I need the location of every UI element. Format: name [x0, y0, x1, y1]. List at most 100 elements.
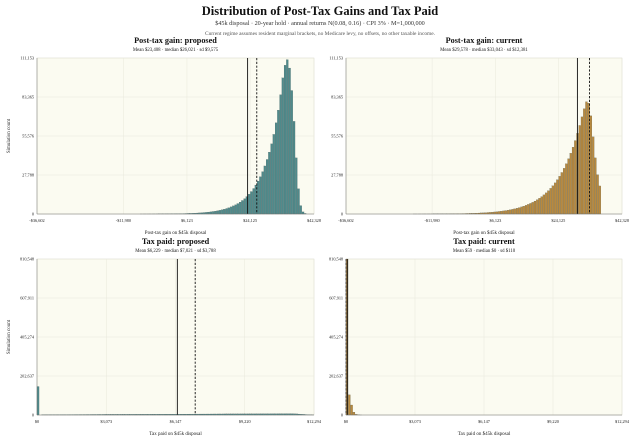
histogram-bar	[268, 152, 271, 215]
panel-title: Tax paid: current	[453, 237, 515, 246]
histogram-bar	[520, 206, 523, 215]
histogram-bar	[243, 198, 246, 215]
histogram-bar	[234, 204, 237, 215]
x-tick-label: -$11,980	[424, 218, 439, 224]
x-tick-label: $12,294	[307, 419, 322, 425]
panel-post-tax-gain-proposed: 0 27,788 55,576 83,365 111,153 -$36,602 -$11,9…	[7, 36, 321, 236]
histogram-bar	[498, 211, 501, 215]
x-tick-label: $6,123	[181, 218, 193, 224]
histogram-bar	[547, 190, 550, 215]
x-axis-label: Tax paid on $45k disposal	[458, 432, 511, 437]
histogram-bar	[290, 90, 293, 215]
histogram-bar	[348, 394, 351, 416]
x-tick-label: $42,328	[307, 218, 321, 224]
y-tick-label: 55,576	[331, 134, 344, 140]
histogram-bar	[350, 404, 353, 416]
histogram-bar	[504, 210, 507, 215]
histogram-bar	[216, 210, 219, 215]
histogram-bar	[36, 386, 40, 416]
panel-tax-paid-current: 0 202,637 405,274 607,911 810,548 $0 $3,073 $6,…	[329, 237, 630, 437]
x-axis-label: Post-tax gain on $45k disposal	[145, 231, 207, 236]
histogram-bar	[261, 171, 264, 215]
histogram-bar	[549, 188, 552, 215]
histogram-bar	[558, 176, 561, 215]
histogram-bar	[299, 205, 302, 215]
histogram-bar	[524, 205, 528, 215]
y-tick-label: 0	[341, 212, 343, 217]
x-axis-label: Tax paid on $45k disposal	[149, 432, 202, 437]
figure-subtitle: $45k disposal · 20-year hold · annual re…	[215, 20, 425, 27]
histogram-bar	[522, 206, 525, 215]
histogram-bar	[598, 185, 601, 215]
panel-post-tax-gain-current: 0 27,788 55,576 83,365 111,153 -$36,602 -$11,9…	[329, 36, 629, 236]
histogram-bar	[275, 122, 278, 215]
x-tick-label: -$36,602	[338, 218, 353, 224]
histogram-bar	[542, 194, 546, 215]
y-tick-label: 607,911	[329, 296, 343, 302]
y-tick-label: 202,637	[329, 374, 344, 380]
histogram-bar	[286, 59, 289, 215]
histogram-bar	[225, 208, 228, 215]
histogram-bar	[594, 157, 597, 215]
histogram-bar	[266, 159, 269, 215]
histogram-bar	[281, 77, 284, 215]
histogram-bar	[511, 209, 514, 215]
histogram-bar	[259, 176, 262, 215]
histogram-bar	[565, 163, 568, 215]
histogram-bar	[221, 209, 224, 215]
histogram-bar	[250, 191, 253, 215]
histogram-bar	[507, 210, 510, 215]
x-tick-label: $9,220	[239, 419, 251, 425]
histogram-bar	[214, 211, 217, 215]
histogram-bar	[270, 143, 273, 215]
histogram-bar	[592, 136, 595, 215]
x-tick-label: $3,073	[100, 419, 112, 425]
histogram-bar	[551, 185, 554, 215]
y-tick-label: 55,576	[22, 134, 35, 140]
y-tick-label: 810,548	[20, 257, 34, 263]
histogram-bar	[509, 209, 512, 215]
histogram-bar	[536, 199, 539, 215]
panel-stats: Mean $23,408 · median $26,021 · sd $9,57…	[133, 48, 219, 53]
y-tick-label: 810,548	[329, 257, 343, 263]
histogram-bar	[560, 172, 563, 215]
histogram-bar	[500, 211, 503, 215]
y-axis-label: Simulation count	[7, 118, 12, 153]
histogram-bar	[556, 179, 559, 215]
histogram-bar	[527, 204, 530, 215]
histogram-bar	[491, 212, 494, 215]
panel-stats: Mean $59 · median $0 · sd $110	[453, 249, 516, 254]
y-tick-label: 0	[32, 413, 34, 418]
y-tick-label: 405,274	[20, 335, 35, 341]
histogram-bar	[223, 209, 226, 215]
histogram-bar	[288, 67, 291, 215]
histogram-bar	[596, 174, 599, 215]
histogram-bar	[263, 165, 266, 215]
panel-stats: Mean $29,578 · median $33,043 · sd $12,3…	[440, 48, 528, 53]
histogram-bar	[495, 211, 499, 215]
x-tick-label: $3,073	[409, 419, 421, 425]
panel-title: Post-tax gain: proposed	[134, 36, 217, 45]
histogram-bar	[252, 188, 255, 215]
histogram-bar	[529, 203, 532, 215]
x-tick-label: $6,147	[170, 419, 183, 425]
x-tick-label: $6,147	[478, 419, 491, 425]
y-tick-label: 83,365	[22, 95, 34, 101]
figure-title: Distribution of Post-Tax Gains and Tax P…	[201, 4, 439, 18]
histogram-bar	[502, 210, 505, 215]
histogram-bar	[241, 200, 244, 215]
y-tick-label: 202,637	[20, 374, 35, 380]
histogram-bar	[277, 110, 280, 215]
histogram-bar	[257, 181, 260, 215]
x-tick-label: $0	[344, 419, 348, 424]
histogram-bar	[567, 158, 570, 215]
histogram-bar	[232, 205, 235, 215]
histogram-bar	[248, 194, 251, 215]
x-axis-label: Post-tax gain on $45k disposal	[453, 231, 515, 236]
histogram-bar	[578, 125, 581, 215]
histogram-bar	[295, 157, 298, 215]
y-tick-label: 83,365	[331, 95, 343, 101]
y-tick-label: 0	[32, 212, 34, 217]
histogram-bar	[583, 108, 586, 215]
